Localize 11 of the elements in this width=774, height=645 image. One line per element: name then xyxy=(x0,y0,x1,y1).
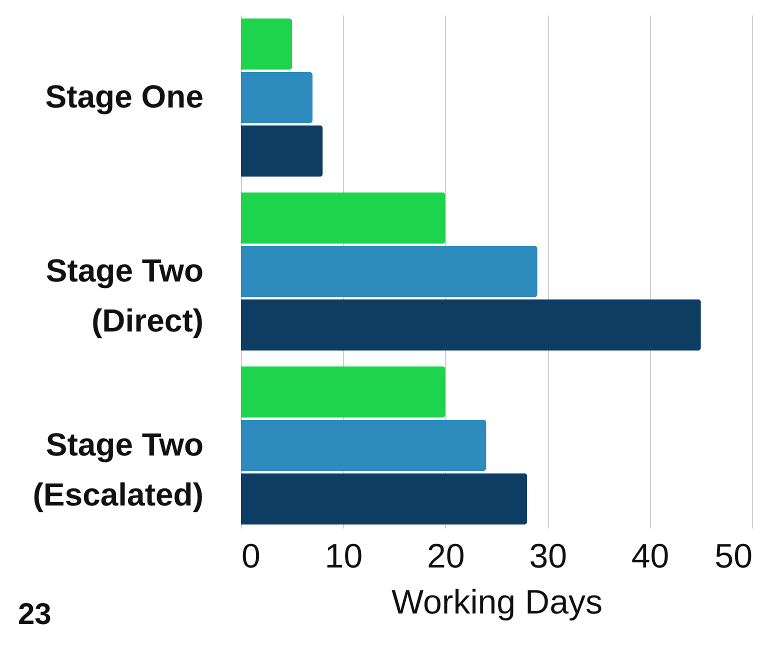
x-tick-label: 40 xyxy=(631,538,670,576)
text: 23 xyxy=(18,598,52,632)
y-tick-label: Stage Two (Direct) xyxy=(46,252,204,338)
y-tick-label: Stage One xyxy=(45,78,204,115)
x-tick-label: 30 xyxy=(529,538,568,576)
x-tick-label: 0 xyxy=(242,538,260,576)
x-tick-label: 10 xyxy=(324,538,363,576)
y-tick-label: Stage Two (Escalated) xyxy=(32,426,204,512)
x-axis-title: Working Days xyxy=(392,584,602,622)
x-tick-label: 20 xyxy=(426,538,465,576)
x-tick-label: 50 xyxy=(714,538,752,576)
